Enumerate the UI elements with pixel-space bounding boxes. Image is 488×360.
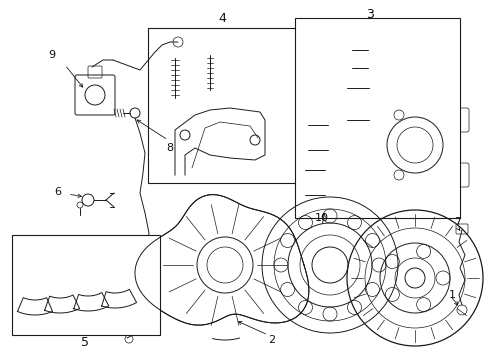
Text: 1: 1 <box>447 290 454 300</box>
Text: 8: 8 <box>166 143 173 153</box>
Text: 5: 5 <box>81 336 89 348</box>
Text: 3: 3 <box>366 8 373 21</box>
Text: 2: 2 <box>268 335 275 345</box>
Text: 6: 6 <box>54 187 61 197</box>
Text: 9: 9 <box>48 50 56 60</box>
Bar <box>148 28 295 183</box>
Text: 7: 7 <box>453 217 461 227</box>
Bar <box>12 235 160 335</box>
Text: 10: 10 <box>314 213 328 223</box>
Bar <box>294 18 459 218</box>
Text: 4: 4 <box>218 12 225 24</box>
